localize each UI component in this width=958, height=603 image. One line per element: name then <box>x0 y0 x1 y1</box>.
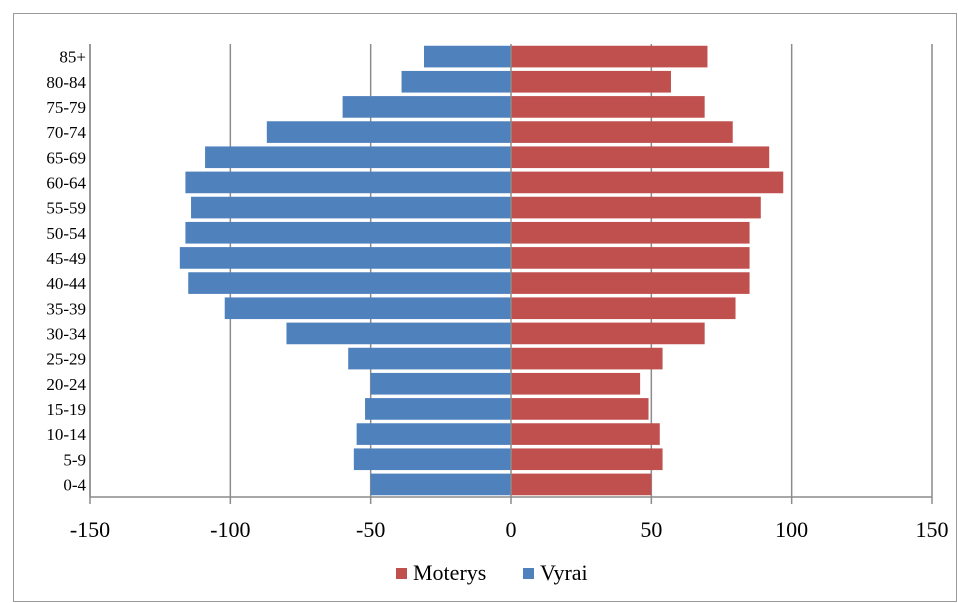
bar-vyrai-10-14 <box>357 423 511 445</box>
bar-moterys-50-54 <box>511 222 750 244</box>
x-tick-label: -100 <box>210 517 250 542</box>
y-tick-label: 80-84 <box>46 73 86 92</box>
bar-moterys-70-74 <box>511 121 733 143</box>
y-tick-label: 55-59 <box>46 199 86 218</box>
y-tick-label: 65-69 <box>46 148 86 167</box>
bar-moterys-45-49 <box>511 247 750 269</box>
bar-vyrai-55-59 <box>191 197 511 219</box>
x-tick-labels: -150 -100 -50 0 50 100 150 <box>70 517 949 542</box>
x-tick-label: 100 <box>775 517 808 542</box>
y-tick-label: 20-24 <box>46 375 86 394</box>
bar-moterys-0-4 <box>511 474 651 496</box>
y-tick-label: 25-29 <box>46 350 86 369</box>
bar-vyrai-20-24 <box>371 373 511 395</box>
y-tick-label: 50-54 <box>46 224 86 243</box>
bar-moterys-40-44 <box>511 272 750 294</box>
x-tick-label: -50 <box>356 517 385 542</box>
bar-moterys-25-29 <box>511 348 663 370</box>
y-tick-label: 15-19 <box>46 400 86 419</box>
y-tick-label: 75-79 <box>46 98 86 117</box>
bar-moterys-15-19 <box>511 398 649 420</box>
bars <box>180 46 783 495</box>
bar-vyrai-65-69 <box>205 146 511 168</box>
bar-moterys-30-34 <box>511 323 705 345</box>
bar-moterys-75-79 <box>511 96 705 118</box>
bar-vyrai-40-44 <box>188 272 511 294</box>
bar-vyrai-60-64 <box>185 172 511 194</box>
legend-swatch-vyrai <box>523 568 534 579</box>
bar-vyrai-5-9 <box>354 448 511 470</box>
bar-moterys-5-9 <box>511 448 663 470</box>
y-tick-label: 10-14 <box>46 425 86 444</box>
legend-label-vyrai: Vyrai <box>540 560 588 585</box>
y-tick-label: 70-74 <box>46 123 86 142</box>
y-tick-label: 30-34 <box>46 324 86 343</box>
legend-swatch-moterys <box>396 568 407 579</box>
legend: Moterys Vyrai <box>396 560 588 585</box>
y-tick-label: 85+ <box>59 48 86 67</box>
y-tick-labels: 0-4 5-9 10-14 15-19 20-24 25-29 30-34 35-39 40-4… <box>46 48 86 495</box>
x-tick-label: -150 <box>70 517 110 542</box>
x-tick-label: 150 <box>916 517 949 542</box>
bar-vyrai-70-74 <box>267 121 511 143</box>
bar-vyrai-80-84 <box>402 71 511 93</box>
bar-moterys-80-84 <box>511 71 671 93</box>
x-tick-label: 50 <box>640 517 662 542</box>
bar-vyrai-15-19 <box>365 398 511 420</box>
bar-moterys-35-39 <box>511 297 736 319</box>
bar-vyrai-45-49 <box>180 247 511 269</box>
y-tick-label: 0-4 <box>63 475 86 494</box>
bar-moterys-20-24 <box>511 373 640 395</box>
y-tick-label: 35-39 <box>46 299 86 318</box>
legend-label-moterys: Moterys <box>413 560 486 585</box>
bar-vyrai-85+ <box>424 46 511 68</box>
x-tick-label: 0 <box>506 517 517 542</box>
y-tick-label: 5-9 <box>63 450 86 469</box>
bar-moterys-60-64 <box>511 172 783 194</box>
y-tick-label: 60-64 <box>46 173 86 192</box>
bar-vyrai-30-34 <box>286 323 511 345</box>
bar-vyrai-0-4 <box>371 474 511 496</box>
y-tick-label: 45-49 <box>46 249 86 268</box>
bar-vyrai-25-29 <box>348 348 511 370</box>
bar-moterys-10-14 <box>511 423 660 445</box>
bar-moterys-65-69 <box>511 146 769 168</box>
bar-vyrai-35-39 <box>225 297 511 319</box>
bar-moterys-85+ <box>511 46 707 68</box>
bar-vyrai-50-54 <box>185 222 511 244</box>
bar-moterys-55-59 <box>511 197 761 219</box>
bar-vyrai-75-79 <box>343 96 511 118</box>
y-tick-label: 40-44 <box>46 274 86 293</box>
